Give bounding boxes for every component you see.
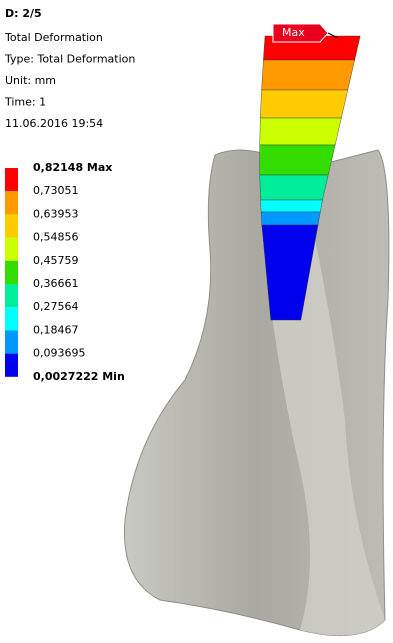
- beam-band: [261, 212, 320, 225]
- viewport: Max D: 2/5 Total Deformation Type: Total …: [0, 0, 393, 643]
- legend-swatch: [5, 238, 18, 261]
- beam-band: [260, 118, 342, 145]
- beam-band: [260, 90, 347, 118]
- probe-label: Max: [282, 26, 305, 39]
- header-line: Unit: mm: [5, 74, 56, 87]
- beam-band: [260, 145, 335, 175]
- legend-swatch: [5, 307, 18, 330]
- legend-label: 0,54856: [33, 231, 79, 244]
- beam-band: [261, 200, 323, 212]
- legend-swatch: [5, 284, 18, 307]
- beam-band: [260, 175, 328, 200]
- header-line: Type: Total Deformation: [4, 53, 135, 66]
- legend-label: 0,18467: [33, 323, 79, 336]
- header-line: Time: 1: [4, 96, 46, 109]
- legend-swatch: [5, 330, 18, 353]
- legend-label: 0,63953: [33, 207, 79, 220]
- legend-label: 0,093695: [33, 347, 86, 360]
- legend-swatch: [5, 354, 18, 377]
- beam-band: [262, 60, 355, 90]
- legend-swatch: [5, 191, 18, 214]
- legend-label: 0,82148 Max: [33, 161, 112, 174]
- header-line: Total Deformation: [4, 31, 103, 44]
- legend-label: 0,27564: [33, 300, 79, 313]
- legend-label: 0,0027222 Min: [33, 370, 125, 383]
- header-line: 11.06.2016 19:54: [5, 117, 103, 130]
- legend-label: 0,36661: [33, 277, 79, 290]
- legend-swatch: [5, 261, 18, 284]
- legend-label: 0,45759: [33, 254, 79, 267]
- legend-label: 0,73051: [33, 184, 79, 197]
- header-title: D: 2/5: [5, 7, 42, 20]
- legend-swatch: [5, 214, 18, 237]
- legend-swatch: [5, 168, 18, 191]
